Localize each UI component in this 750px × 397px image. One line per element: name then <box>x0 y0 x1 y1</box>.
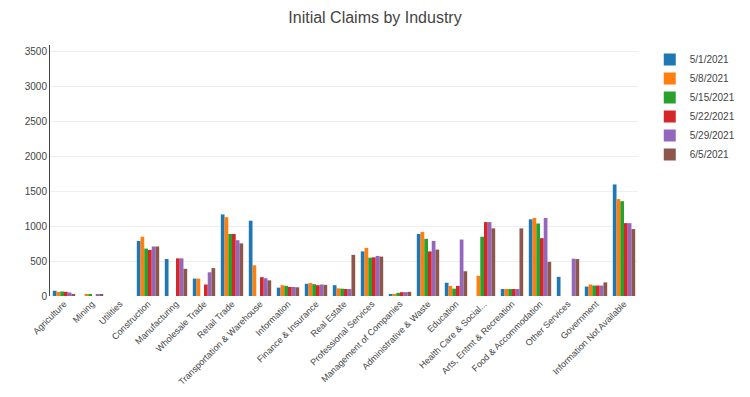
svg-text:5/22/2021: 5/22/2021 <box>690 111 735 122</box>
svg-text:Education: Education <box>425 299 460 334</box>
svg-text:2000: 2000 <box>25 151 48 162</box>
svg-text:5/29/2021: 5/29/2021 <box>690 130 735 141</box>
svg-text:Finance & Insurance: Finance & Insurance <box>255 299 320 364</box>
svg-text:Information Not Available: Information Not Available <box>551 299 629 377</box>
svg-text:3500: 3500 <box>25 46 48 57</box>
svg-text:1000: 1000 <box>25 221 48 232</box>
svg-text:2500: 2500 <box>25 116 48 127</box>
svg-text:Administrative & Waste: Administrative & Waste <box>360 299 433 372</box>
svg-text:Health Care & Social...: Health Care & Social... <box>417 299 488 370</box>
svg-text:500: 500 <box>30 256 47 267</box>
svg-text:Management of Companies: Management of Companies <box>319 299 405 385</box>
svg-text:5/15/2021: 5/15/2021 <box>690 92 735 103</box>
svg-text:Food & Accommodation: Food & Accommodation <box>470 299 545 374</box>
svg-text:Manufacturing: Manufacturing <box>133 299 180 346</box>
svg-text:Wholesale Trade: Wholesale Trade <box>154 299 209 354</box>
svg-text:Professional Services: Professional Services <box>308 299 377 368</box>
svg-text:0: 0 <box>41 291 47 302</box>
svg-text:Arts, Entmt & Recreation: Arts, Entmt & Recreation <box>439 299 516 376</box>
svg-text:5/1/2021: 5/1/2021 <box>690 54 729 65</box>
svg-text:1500: 1500 <box>25 186 48 197</box>
svg-text:Information: Information <box>254 299 293 338</box>
svg-text:Other Services: Other Services <box>523 299 573 349</box>
svg-text:3000: 3000 <box>25 81 48 92</box>
svg-text:Utilities: Utilities <box>97 299 125 327</box>
svg-text:Construction: Construction <box>110 299 153 342</box>
svg-text:Retail Trade: Retail Trade <box>195 299 236 340</box>
svg-text:Mining: Mining <box>71 299 97 325</box>
svg-text:5/8/2021: 5/8/2021 <box>690 73 729 84</box>
svg-text:Government: Government <box>559 299 601 341</box>
svg-text:Initial Claims by Industry: Initial Claims by Industry <box>288 9 461 26</box>
svg-text:6/5/2021: 6/5/2021 <box>690 149 729 160</box>
svg-text:Agriculture: Agriculture <box>31 299 68 336</box>
svg-text:Transportation & Warehouse: Transportation & Warehouse <box>177 299 265 387</box>
svg-text:Real Estate: Real Estate <box>309 299 349 339</box>
